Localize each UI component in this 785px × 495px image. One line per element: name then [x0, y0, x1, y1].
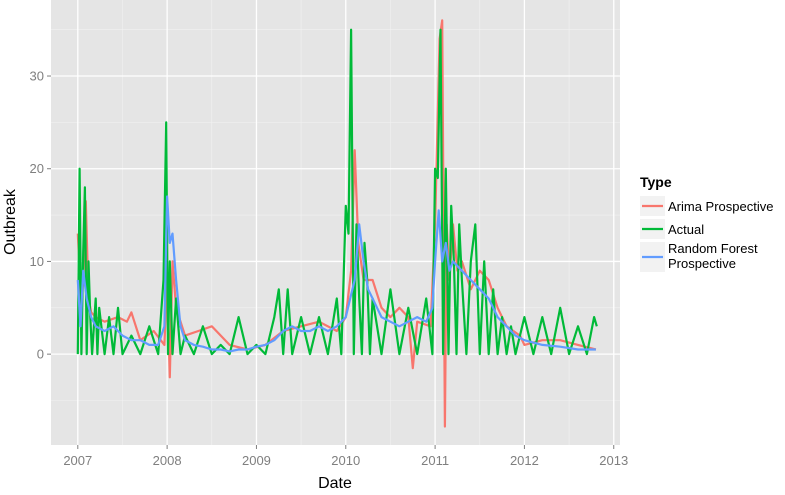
legend-label-random-forest-line1: Random Forest	[668, 241, 758, 256]
legend-label-random-forest: Random Forest Prospective	[668, 241, 758, 271]
plot-panel	[51, 0, 620, 445]
legend-label-arima: Arima Prospective	[668, 199, 773, 214]
legend-label-actual: Actual	[668, 222, 704, 237]
y-tick-label: 0	[37, 347, 44, 362]
legend: Type Arima Prospective Actual Random For…	[640, 174, 773, 272]
x-tick-label: 2013	[599, 453, 628, 468]
legend-label-random-forest-line2: Prospective	[668, 256, 736, 271]
minor-gridlines	[51, 0, 620, 445]
series-line-random-forest-prospective	[76, 195, 596, 353]
series-layer	[76, 19, 598, 428]
x-tick-label: 2008	[153, 453, 182, 468]
x-tick-label: 2009	[242, 453, 271, 468]
legend-item-arima: Arima Prospective	[640, 196, 773, 216]
legend-item-actual: Actual	[640, 219, 704, 239]
y-tick-label: 20	[30, 161, 44, 176]
y-tick-label: 30	[30, 69, 44, 84]
y-tick-label: 10	[30, 254, 44, 269]
series-line-actual	[76, 28, 598, 356]
x-tick-label: 2010	[331, 453, 360, 468]
x-tick-label: 2007	[63, 453, 92, 468]
ticks-layer: 2007 2008 2009 2010 2011 2012 2013 0 10 20 30	[30, 69, 629, 468]
legend-item-random-forest: Random Forest Prospective	[640, 241, 758, 272]
y-axis-title: Outbreak	[2, 188, 19, 255]
x-tick-label: 2012	[510, 453, 539, 468]
x-tick-label: 2011	[421, 453, 449, 468]
legend-title: Type	[640, 174, 672, 190]
x-axis-title: Date	[318, 475, 352, 492]
series-line-arima-prospective	[76, 19, 597, 428]
